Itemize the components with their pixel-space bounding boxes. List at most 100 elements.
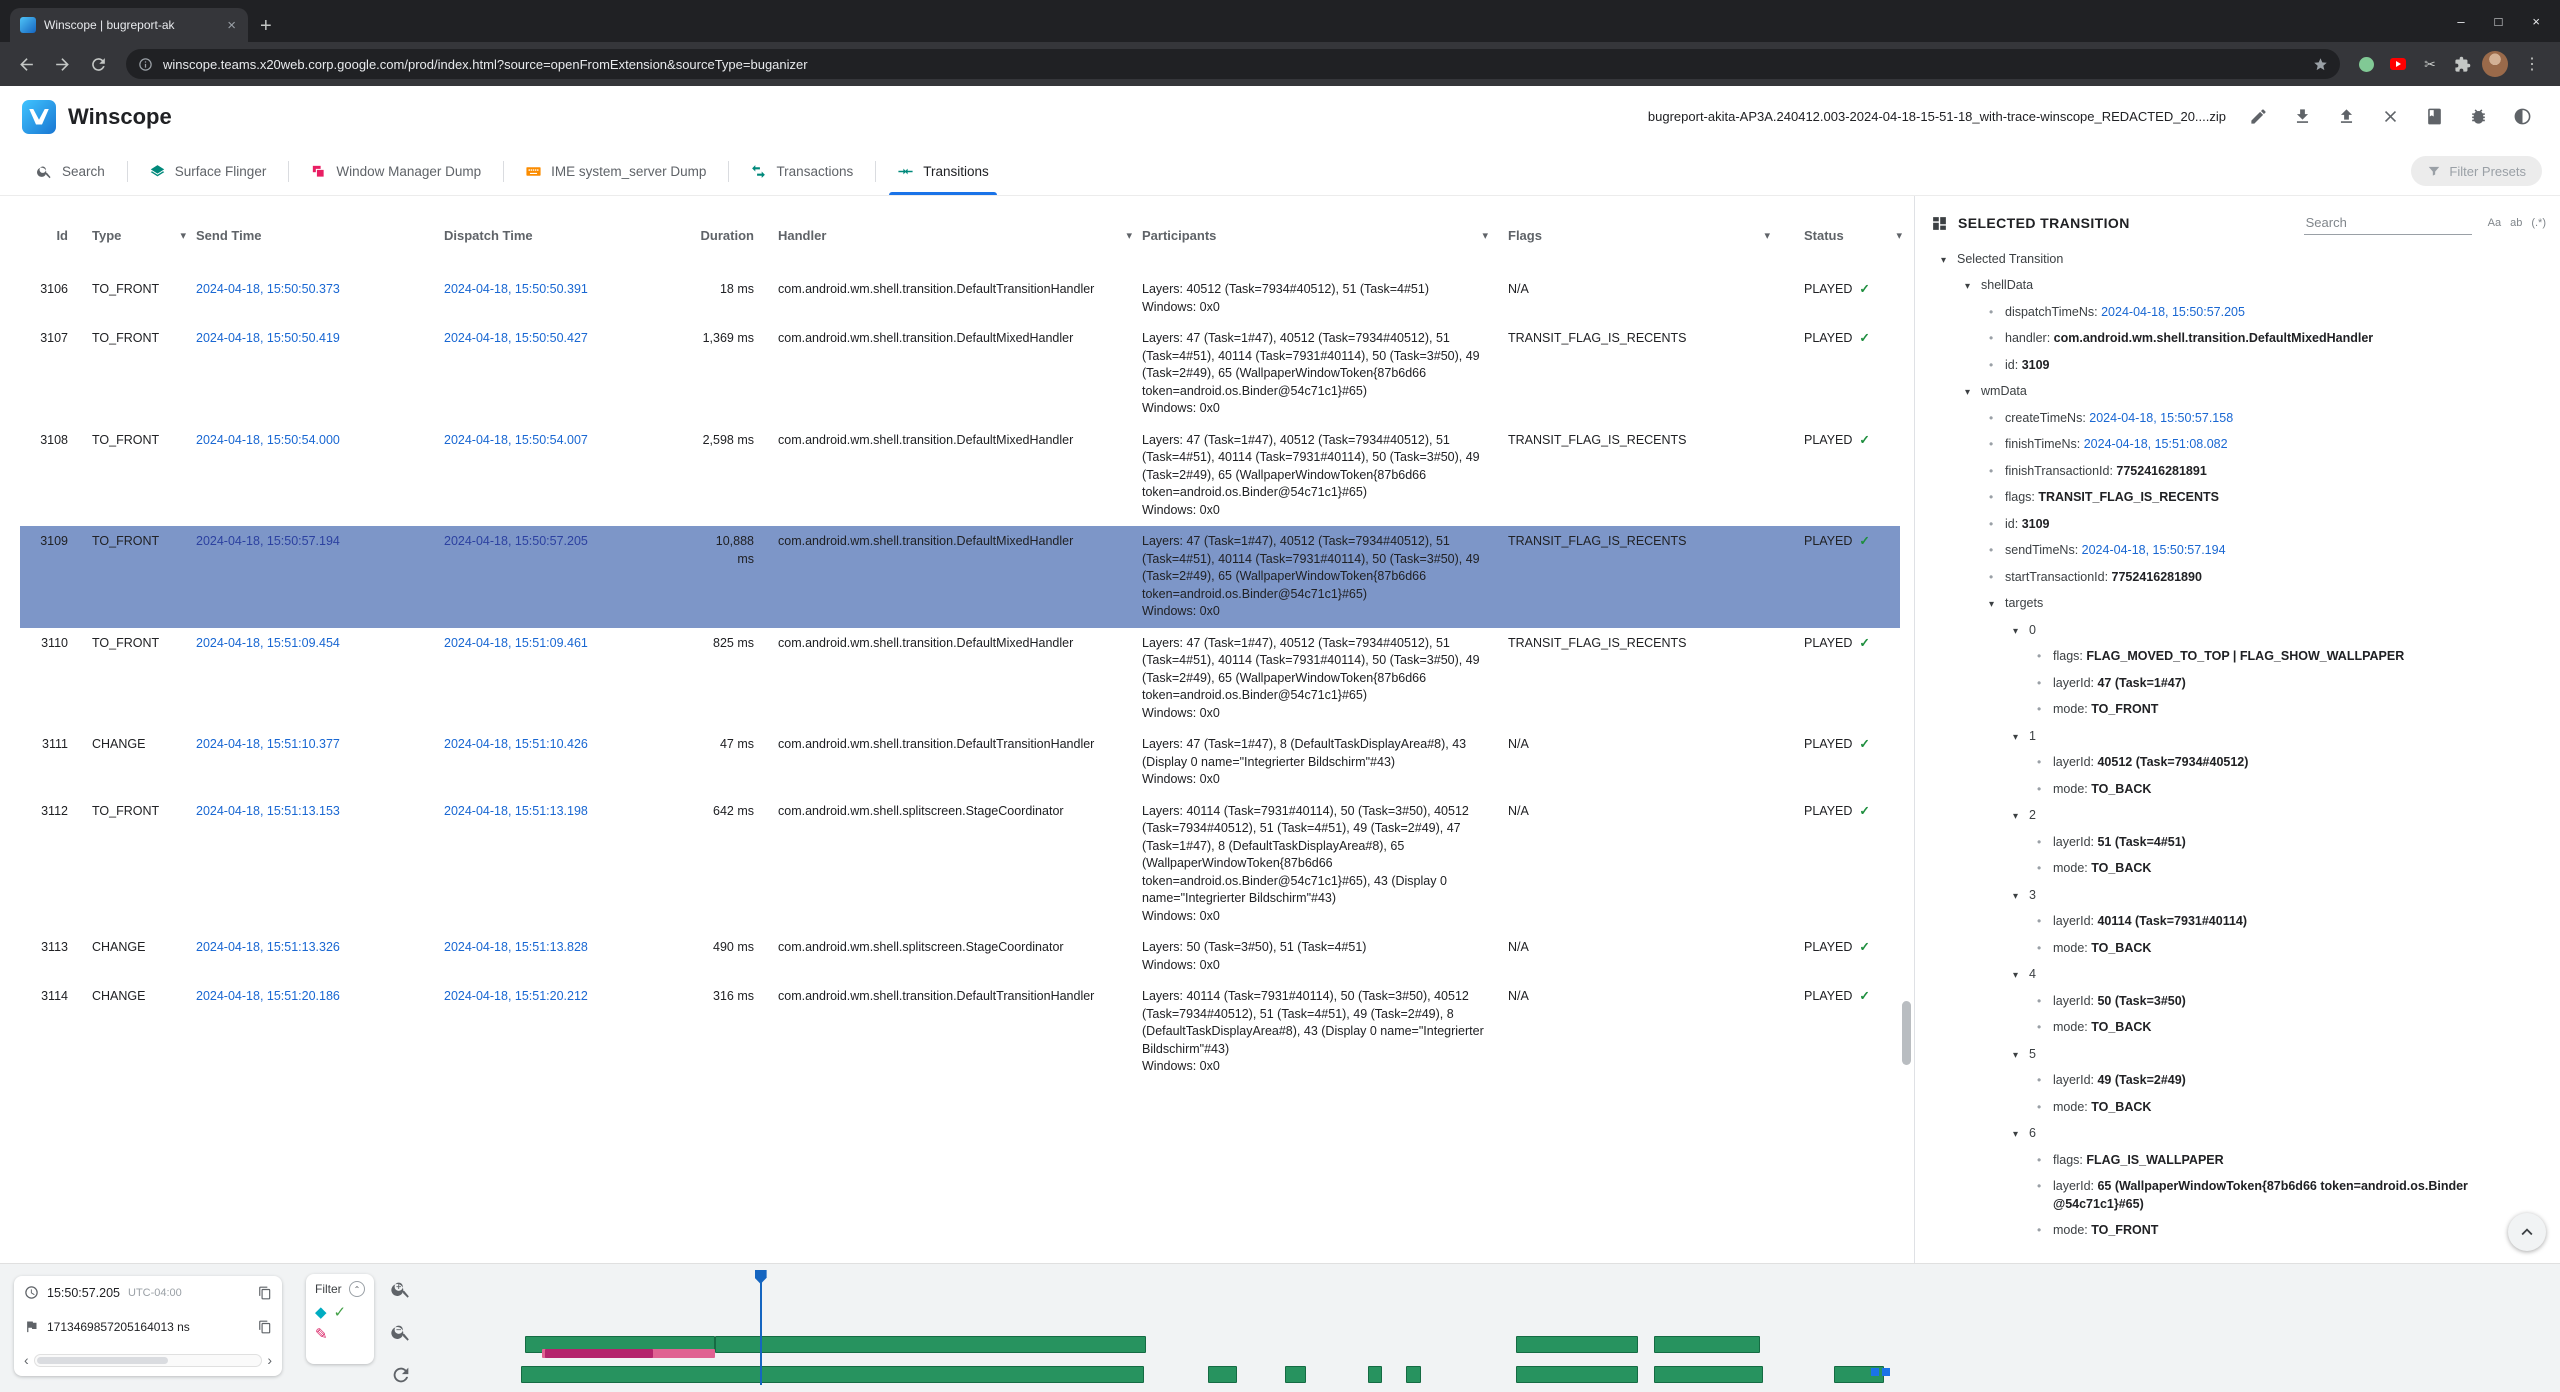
tree-leaf[interactable]: • id: 3109 — [1931, 511, 2546, 538]
tab-ime-dump[interactable]: IME system_server Dump — [503, 147, 728, 195]
table-row[interactable]: 3110 TO_FRONT 2024-04-18, 15:51:09.454 2024… — [20, 628, 1900, 730]
send-time-link[interactable]: 2024-04-18, 15:51:09.454 — [196, 635, 340, 650]
properties-search-input[interactable] — [2303, 211, 2472, 235]
tree-expand-icon[interactable]: ▾ — [2013, 1129, 2019, 1140]
timeline-mini-scrollbar[interactable]: ‹ › — [24, 1353, 272, 1367]
dispatch-time-link[interactable]: 2024-04-18, 15:51:10.426 — [444, 737, 588, 751]
tree-leaf[interactable]: • id: 3109 — [1931, 352, 2546, 379]
tree-node[interactable]: ▾ wmData — [1931, 379, 2546, 406]
tree-node[interactable]: ▾ 3 — [1931, 882, 2546, 909]
send-time-link[interactable]: 2024-04-18, 15:51:13.326 — [196, 940, 340, 954]
column-filter-icon[interactable]: ▾ — [1482, 229, 1488, 242]
tree-node[interactable]: ▾ 6 — [1931, 1121, 2546, 1148]
zoom-in-button[interactable] — [390, 1278, 412, 1305]
clear-traces-button[interactable] — [2374, 101, 2406, 133]
tree-node[interactable]: ▾ 4 — [1931, 962, 2546, 989]
tree-leaf[interactable]: • mode: TO_BACK — [1931, 776, 2546, 803]
site-info-icon[interactable] — [138, 57, 153, 72]
table-row[interactable]: 3108 TO_FRONT 2024-04-18, 15:50:54.000 2024… — [20, 425, 1900, 527]
tree-node[interactable]: ▾ Selected Transition — [1931, 246, 2546, 273]
send-time-link[interactable]: 2024-04-18, 15:50:57.194 — [196, 534, 340, 548]
tree-node[interactable]: ▾ 0 — [1931, 617, 2546, 644]
documentation-button[interactable] — [2418, 101, 2450, 133]
upload-traces-button[interactable] — [2330, 101, 2362, 133]
column-filter-icon[interactable]: ▾ — [180, 229, 186, 242]
tree-leaf[interactable]: •type: TO_FRONT — [1931, 1244, 2546, 1246]
tree-node[interactable]: ▾ 5 — [1931, 1041, 2546, 1068]
browser-menu-icon[interactable]: ⋮ — [2524, 56, 2540, 73]
timeline-cursor-handle[interactable] — [754, 1270, 767, 1284]
tree-leaf[interactable]: • flags: TRANSIT_FLAG_IS_RECENTS — [1931, 485, 2546, 512]
forward-button[interactable] — [48, 50, 76, 78]
table-row[interactable]: 3113 CHANGE 2024-04-18, 15:51:13.326 2024-0… — [20, 932, 1900, 981]
tree-leaf[interactable]: • createTimeNs: 2024-04-18, 15:50:57.158 — [1931, 405, 2546, 432]
extensions-puzzle-icon[interactable] — [2450, 52, 2474, 76]
timeline-segment[interactable] — [1207, 1366, 1237, 1383]
send-time-link[interactable]: 2024-04-18, 15:50:50.373 — [196, 282, 340, 296]
timeline-segment[interactable] — [1654, 1366, 1764, 1383]
tree-leaf[interactable]: • mode: TO_BACK — [1931, 935, 2546, 962]
profile-avatar[interactable] — [2482, 51, 2508, 77]
table-row[interactable]: 3114 CHANGE 2024-04-18, 15:51:20.186 2024-0… — [20, 981, 1900, 1083]
tree-leaf[interactable]: • finishTimeNs: 2024-04-18, 15:51:08.082 — [1931, 432, 2546, 459]
tree-leaf[interactable]: • layerId: 47 (Task=1#47) — [1931, 670, 2546, 697]
tree-leaf[interactable]: • mode: TO_FRONT — [1931, 1218, 2546, 1245]
tree-leaf[interactable]: • layerId: 40512 (Task=7934#40512) — [1931, 750, 2546, 777]
table-scrollbar-thumb[interactable] — [1902, 1001, 1911, 1065]
tree-leaf[interactable]: • flags: FLAG_MOVED_TO_TOP | FLAG_SHOW_WA… — [1931, 644, 2546, 671]
zoom-out-button[interactable] — [390, 1321, 412, 1348]
property-value[interactable]: 2024-04-18, 15:50:57.158 — [2089, 410, 2234, 425]
dispatch-time-link[interactable]: 2024-04-18, 15:51:09.461 — [444, 635, 588, 650]
tree-leaf[interactable]: • sendTimeNs: 2024-04-18, 15:50:57.194 — [1931, 538, 2546, 565]
download-traces-button[interactable] — [2286, 101, 2318, 133]
tree-expand-icon[interactable]: ▾ — [1965, 387, 1971, 398]
dispatch-time-link[interactable]: 2024-04-18, 15:50:57.205 — [444, 534, 588, 548]
extension-icon-clipper[interactable]: ✂ — [2424, 55, 2436, 72]
tree-expand-icon[interactable]: ▾ — [1989, 599, 1995, 610]
back-button[interactable] — [12, 50, 40, 78]
report-bug-button[interactable] — [2462, 101, 2494, 133]
tab-surface-flinger[interactable]: Surface Flinger — [126, 147, 289, 195]
dispatch-time-link[interactable]: 2024-04-18, 15:50:50.391 — [444, 282, 588, 296]
regex-icon[interactable]: (.*) — [2531, 217, 2546, 229]
dispatch-time-link[interactable]: 2024-04-18, 15:50:50.427 — [444, 331, 588, 345]
transitions-trace-toggle-icon[interactable]: ✓ — [333, 1304, 347, 1321]
tree-expand-icon[interactable]: ▾ — [2013, 890, 2019, 902]
extension-icon-green[interactable] — [2354, 52, 2378, 76]
url-bar[interactable]: winscope.teams.x20web.corp.google.com/pr… — [126, 49, 2340, 79]
dispatch-time-link[interactable]: 2024-04-18, 15:51:13.828 — [444, 940, 588, 954]
timeline-segment[interactable] — [1285, 1366, 1306, 1383]
tree-leaf[interactable]: • finishTransactionId: 7752416281891 — [1931, 458, 2546, 485]
property-value[interactable]: 2024-04-18, 15:51:08.082 — [2083, 437, 2228, 451]
scroll-to-top-button[interactable] — [2508, 1213, 2546, 1251]
tree-leaf[interactable]: • dispatchTimeNs: 2024-04-18, 15:50:57.20… — [1931, 299, 2546, 326]
tree-leaf[interactable]: • mode: TO_BACK — [1931, 1094, 2546, 1121]
column-filter-icon[interactable]: ▾ — [1126, 229, 1132, 242]
column-filter-icon[interactable]: ▾ — [1896, 229, 1902, 242]
send-time-link[interactable]: 2024-04-18, 15:51:13.153 — [196, 803, 340, 818]
tree-expand-icon[interactable]: ▾ — [1965, 281, 1971, 292]
timeline-segment[interactable] — [1516, 1336, 1639, 1353]
timeline-segment[interactable] — [1654, 1336, 1761, 1353]
timeline-cursor[interactable] — [759, 1270, 762, 1385]
dark-mode-button[interactable] — [2506, 101, 2538, 133]
tree-leaf[interactable]: • flags: FLAG_IS_WALLPAPER — [1931, 1147, 2546, 1174]
tree-leaf[interactable]: • startTransactionId: 7752416281890 — [1931, 564, 2546, 591]
tree-expand-icon[interactable]: ▾ — [2013, 731, 2019, 743]
tree-node[interactable]: ▾ 1 — [1931, 723, 2546, 750]
tree-leaf[interactable]: • layerId: 49 (Task=2#49) — [1931, 1068, 2546, 1095]
filter-presets-button[interactable]: Filter Presets — [2411, 156, 2542, 186]
tree-node[interactable]: ▾ 2 — [1931, 803, 2546, 830]
timeline-segment[interactable] — [715, 1336, 1146, 1353]
timeline-segment[interactable] — [1516, 1366, 1639, 1383]
send-time-link[interactable]: 2024-04-18, 15:51:10.377 — [196, 737, 340, 751]
tree-leaf[interactable]: • mode: TO_FRONT — [1931, 697, 2546, 724]
reload-button[interactable] — [84, 50, 112, 78]
window-maximize-button[interactable]: □ — [2494, 13, 2503, 29]
tree-leaf[interactable]: • layerId: 40114 (Task=7931#40114) — [1931, 909, 2546, 936]
scroll-right-icon[interactable]: › — [267, 1352, 272, 1368]
match-case-icon[interactable]: Aa — [2487, 217, 2502, 229]
copy-ns-button[interactable] — [258, 1320, 272, 1334]
tab-search[interactable]: Search — [14, 147, 127, 195]
tree-expand-icon[interactable]: ▾ — [2013, 1049, 2019, 1061]
